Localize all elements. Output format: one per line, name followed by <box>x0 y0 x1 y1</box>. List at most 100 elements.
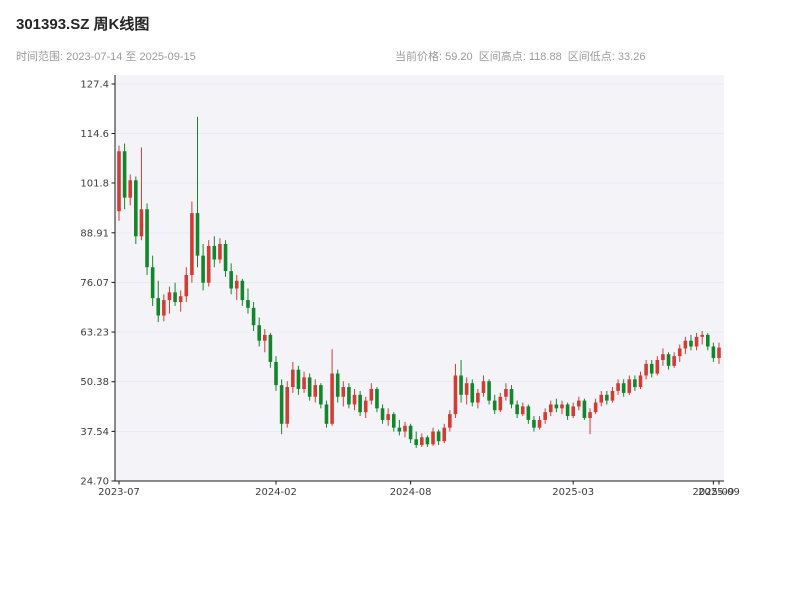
candle-down <box>414 431 418 448</box>
candle-up <box>285 381 290 428</box>
candle-up <box>302 371 306 393</box>
candle-up <box>178 290 183 312</box>
candle-down <box>268 332 273 368</box>
candle-up <box>520 402 525 417</box>
candle-down <box>391 412 396 432</box>
candle-down <box>229 263 233 295</box>
x-tick-label: 2023-07 <box>98 487 140 498</box>
candle-down <box>296 365 301 395</box>
y-tick-label: 88.91 <box>80 228 109 239</box>
candle-down <box>492 394 497 415</box>
candle-up <box>352 388 357 411</box>
candle-down <box>347 383 351 409</box>
y-tick-label: 63.23 <box>80 328 109 339</box>
candle-up <box>548 400 553 417</box>
candle-up <box>369 383 374 405</box>
candle-down <box>554 398 559 413</box>
candle-down <box>134 176 138 245</box>
candle-up <box>330 349 334 426</box>
candle-up <box>599 390 604 407</box>
candle-up <box>453 363 458 418</box>
candle-down <box>324 400 329 428</box>
candle-down <box>649 360 654 378</box>
candle-down <box>380 404 385 424</box>
candle-up <box>206 240 211 287</box>
candle-down <box>582 398 587 420</box>
candle-up <box>683 336 688 355</box>
candle-up <box>442 423 447 444</box>
candle-down <box>666 352 671 370</box>
candle-down <box>375 387 379 413</box>
axis-spines <box>114 75 724 482</box>
candle-down <box>201 244 205 291</box>
candle-down <box>251 302 256 332</box>
candle-up <box>386 408 390 426</box>
candle-up <box>363 396 368 418</box>
candle-down <box>307 373 312 401</box>
candle-up <box>672 352 676 368</box>
y-tick-label: 127.4 <box>80 80 109 91</box>
candle-down <box>532 416 536 432</box>
candle-down <box>689 334 693 351</box>
y-axis: 127.4 114.6 101.8 88.91 76.07 63.23 50.38 37.54… <box>80 80 115 488</box>
candle-down <box>425 435 430 447</box>
candle-down <box>173 282 177 306</box>
candle-up <box>717 342 721 364</box>
candle-down <box>633 375 637 391</box>
candle-up <box>190 201 194 283</box>
x-axis: 2023-07 2024-02 2024-08 2025-03 2025-092025-… <box>98 481 740 498</box>
candle-up <box>167 286 172 314</box>
candle-down <box>436 429 441 446</box>
candle-up <box>262 329 267 353</box>
candle-down <box>705 332 710 351</box>
candle-up <box>117 145 121 221</box>
candle-up <box>476 388 480 409</box>
plot-background <box>115 75 724 481</box>
y-tick-label: 101.8 <box>80 178 109 189</box>
candle-up <box>610 387 615 403</box>
candle-up <box>588 408 592 435</box>
candle-up <box>571 402 576 418</box>
candle-up <box>139 147 144 241</box>
candle-up <box>498 392 503 413</box>
candle-down <box>605 390 609 405</box>
candle-up <box>577 396 581 411</box>
candle-up <box>420 433 424 447</box>
candle-down <box>240 278 245 306</box>
candle-down <box>509 385 514 409</box>
candle-down <box>397 419 402 436</box>
candle-up <box>543 408 547 424</box>
candle-up <box>655 356 660 376</box>
candle-up <box>448 410 452 432</box>
candle-up <box>464 377 469 405</box>
price-summary-label: 当前价格: 59.20 区间高点: 118.88 区间低点: 33.26 <box>395 51 646 63</box>
candle-up <box>593 398 598 415</box>
y-tick-label: 37.54 <box>80 427 109 438</box>
candle-up <box>504 383 508 401</box>
candle-up <box>162 294 166 322</box>
candle-down <box>223 240 228 277</box>
candle-up <box>341 381 346 407</box>
candle-down <box>470 379 475 407</box>
candle-up <box>661 348 665 366</box>
page-title: 301393.SZ 周K线图 <box>16 16 150 33</box>
candle-down <box>319 383 323 409</box>
x-tick-label: 2025-03 <box>552 487 594 498</box>
candle-down <box>257 317 261 347</box>
y-tick-label: 50.38 <box>80 377 109 388</box>
candle-up <box>644 360 648 380</box>
candle-down <box>565 402 570 420</box>
candle-down <box>621 379 626 397</box>
candle-up <box>128 174 133 206</box>
candle-up <box>700 331 704 345</box>
candle-up <box>403 421 407 438</box>
candle-up <box>218 238 222 264</box>
candle-up <box>431 427 435 446</box>
y-tick-label: 24.70 <box>80 477 109 488</box>
candle-up <box>677 344 682 362</box>
candle-down <box>526 404 531 424</box>
candle-up <box>313 379 318 403</box>
candle-up <box>234 274 239 301</box>
candle-up <box>694 332 699 351</box>
